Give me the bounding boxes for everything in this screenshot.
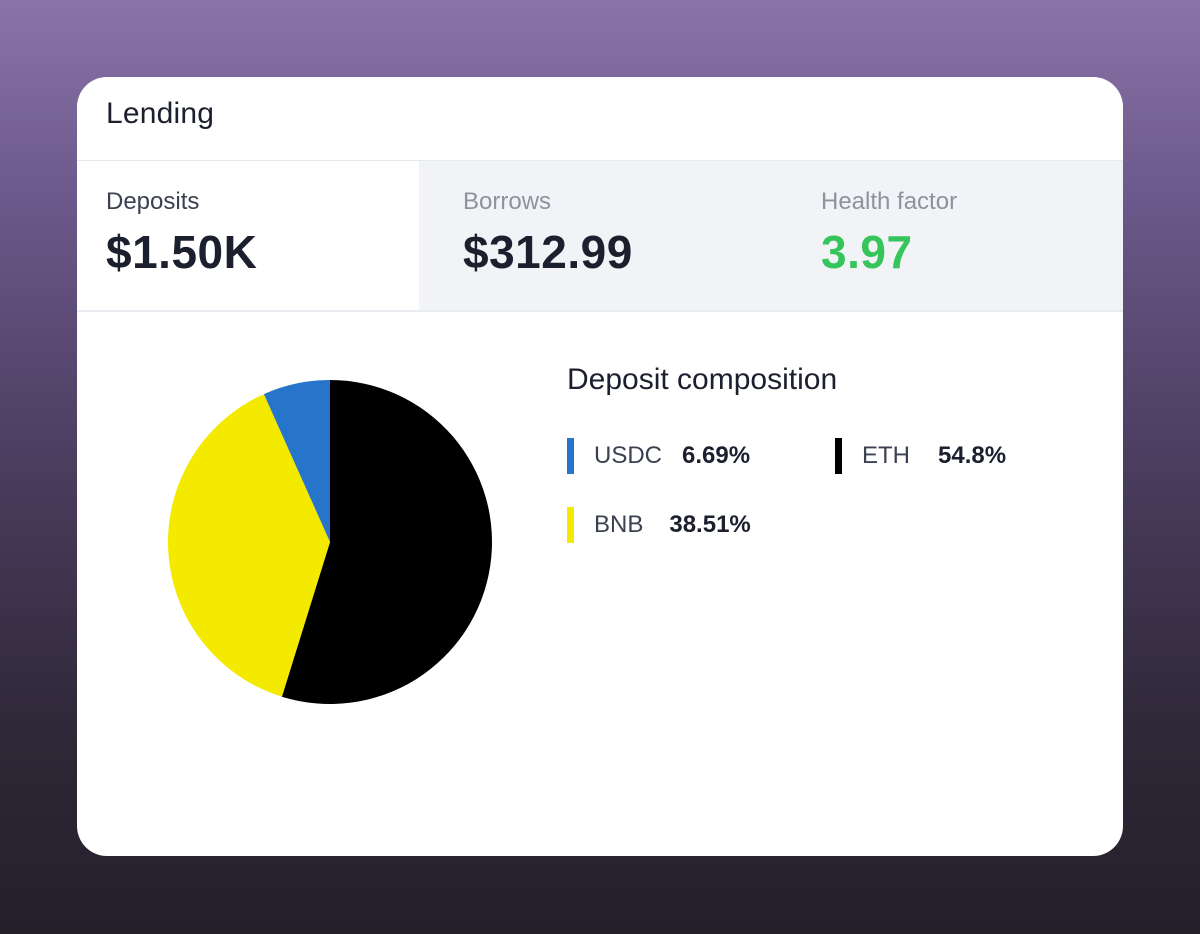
legend-value-bnb: 38.51% bbox=[669, 511, 751, 538]
tab-borrows[interactable]: Borrows $312.99 bbox=[419, 161, 777, 310]
pie-slice-eth bbox=[281, 380, 493, 704]
legend-item-bnb: BNB 38.51% bbox=[567, 507, 751, 543]
health-factor-value: 3.97 bbox=[821, 226, 913, 278]
deposits-label: Deposits bbox=[106, 188, 200, 215]
summary-tabs: Deposits $1.50K Borrows $312.99 Health f… bbox=[77, 161, 1123, 312]
pie-svg bbox=[167, 380, 493, 704]
deposits-value: $1.50K bbox=[106, 226, 258, 278]
legend-swatch-usdc bbox=[567, 438, 574, 474]
deposit-composition: Deposit composition USDC 6.69% ETH 54.8%… bbox=[567, 360, 1087, 558]
deposit-pie-chart bbox=[167, 379, 493, 705]
legend-name-eth: ETH bbox=[862, 442, 910, 469]
legend-value-usdc: 6.69% bbox=[682, 442, 751, 469]
card-title: Lending bbox=[106, 96, 215, 130]
borrows-label: Borrows bbox=[463, 188, 552, 215]
composition-legend: USDC 6.69% ETH 54.8% BNB 38.51% bbox=[567, 438, 1087, 558]
legend-item-usdc: USDC 6.69% bbox=[567, 438, 750, 474]
health-factor-label: Health factor bbox=[821, 188, 958, 215]
borrows-value: $312.99 bbox=[463, 226, 633, 278]
tab-deposits[interactable]: Deposits $1.50K bbox=[77, 161, 419, 310]
legend-swatch-bnb bbox=[567, 507, 574, 543]
composition-title: Deposit composition bbox=[567, 363, 838, 396]
card-header: Lending bbox=[77, 77, 1123, 161]
pie-slice-bnb bbox=[167, 394, 330, 697]
legend-name-usdc: USDC bbox=[594, 442, 663, 469]
legend-item-eth: ETH 54.8% bbox=[835, 438, 1006, 474]
legend-swatch-eth bbox=[835, 438, 842, 474]
legend-name-bnb: BNB bbox=[594, 511, 644, 538]
legend-value-eth: 54.8% bbox=[938, 442, 1007, 469]
tab-health-factor[interactable]: Health factor 3.97 bbox=[777, 161, 1123, 310]
pie-slice-usdc bbox=[263, 380, 330, 542]
lending-card: Lending Deposits $1.50K Borrows $312.99 … bbox=[77, 77, 1123, 856]
